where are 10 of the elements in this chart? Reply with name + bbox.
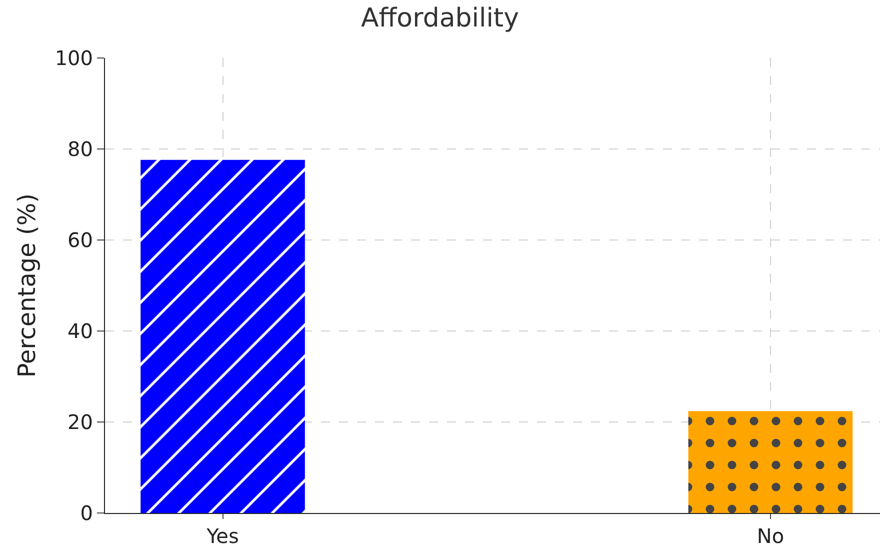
x-tick-label: Yes xyxy=(206,524,239,548)
y-tick-label: 100 xyxy=(54,46,93,70)
x-tick-label: No xyxy=(756,524,784,548)
y-tick-label: 60 xyxy=(68,228,93,252)
y-tick-label: 80 xyxy=(68,137,93,161)
y-tick-label: 0 xyxy=(80,501,93,525)
y-tick-label: 40 xyxy=(68,319,93,343)
y-axis-title: Percentage (%) xyxy=(12,193,41,378)
chart-title: Affordability xyxy=(360,3,520,34)
y-tick-label: 20 xyxy=(68,410,93,434)
